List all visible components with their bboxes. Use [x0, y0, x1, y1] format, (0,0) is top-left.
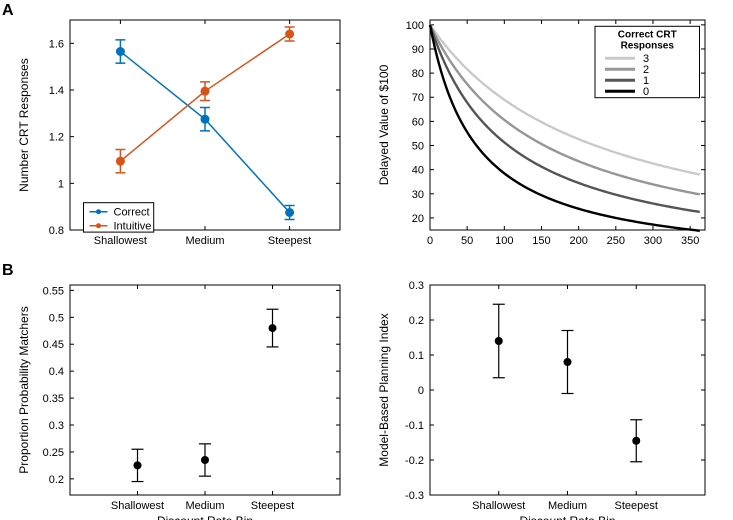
- svg-text:50: 50: [461, 235, 473, 247]
- svg-text:Steepest: Steepest: [268, 235, 311, 247]
- svg-text:Model-Based Planning Index: Model-Based Planning Index: [377, 313, 391, 466]
- svg-text:0.25: 0.25: [43, 447, 64, 459]
- svg-text:1.4: 1.4: [49, 85, 64, 97]
- svg-text:0.1: 0.1: [409, 350, 424, 362]
- svg-text:Discount Rate Bin: Discount Rate Bin: [157, 514, 253, 520]
- svg-text:Responses: Responses: [621, 40, 675, 51]
- svg-text:80: 80: [412, 68, 424, 80]
- svg-text:0: 0: [643, 86, 649, 98]
- panel-label-A: A: [2, 2, 14, 20]
- legend-item-intuitive: Intuitive: [114, 221, 152, 233]
- svg-text:Shallowest: Shallowest: [94, 235, 147, 247]
- svg-text:0.8: 0.8: [49, 225, 64, 237]
- svg-text:Number CRT Responses: Number CRT Responses: [17, 58, 31, 192]
- svg-text:90: 90: [412, 44, 424, 56]
- svg-text:150: 150: [532, 235, 550, 247]
- svg-text:-0.2: -0.2: [405, 455, 424, 467]
- svg-text:30: 30: [412, 189, 424, 201]
- svg-text:Correct CRT: Correct CRT: [618, 29, 677, 40]
- svg-text:50: 50: [412, 141, 424, 153]
- svg-text:Shallowest: Shallowest: [472, 500, 525, 512]
- svg-text:0.4: 0.4: [49, 366, 64, 378]
- svg-text:0.55: 0.55: [43, 285, 64, 297]
- svg-text:60: 60: [412, 116, 424, 128]
- svg-text:0.3: 0.3: [409, 280, 424, 292]
- svg-text:300: 300: [644, 235, 662, 247]
- svg-text:0: 0: [427, 235, 433, 247]
- svg-text:0: 0: [418, 385, 424, 397]
- svg-text:Medium: Medium: [548, 500, 587, 512]
- svg-text:350: 350: [681, 235, 699, 247]
- svg-text:0.2: 0.2: [49, 474, 64, 486]
- legend-item-correct: Correct: [114, 207, 150, 219]
- svg-text:Delayed Value of $100: Delayed Value of $100: [377, 64, 391, 185]
- svg-text:0.45: 0.45: [43, 339, 64, 351]
- svg-text:-0.1: -0.1: [405, 420, 424, 432]
- svg-text:Shallowest: Shallowest: [111, 500, 164, 512]
- svg-text:-0.3: -0.3: [405, 490, 424, 502]
- svg-text:100: 100: [406, 20, 424, 32]
- svg-text:Proportion Probability Matcher: Proportion Probability Matchers: [17, 306, 31, 473]
- figure-svg: 0.8 1 1.2 1.4 1.6 Shallowest Medium Steepest Num…: [0, 0, 733, 520]
- svg-text:Discount Rate Bin: Discount Rate Bin: [519, 514, 615, 520]
- svg-text:100: 100: [495, 235, 513, 247]
- svg-text:Steepest: Steepest: [615, 500, 658, 512]
- svg-text:Steepest: Steepest: [251, 500, 294, 512]
- svg-text:Medium: Medium: [185, 235, 224, 247]
- panel-label-B: B: [2, 262, 14, 280]
- svg-text:1: 1: [58, 178, 64, 190]
- svg-text:0.35: 0.35: [43, 393, 64, 405]
- svg-text:0.3: 0.3: [49, 420, 64, 432]
- svg-text:0.2: 0.2: [409, 315, 424, 327]
- svg-text:250: 250: [607, 235, 625, 247]
- svg-text:1.6: 1.6: [49, 38, 64, 50]
- svg-text:20: 20: [412, 213, 424, 225]
- svg-text:1.2: 1.2: [49, 132, 64, 144]
- svg-text:Medium: Medium: [185, 500, 224, 512]
- svg-text:70: 70: [412, 92, 424, 104]
- svg-text:40: 40: [412, 165, 424, 177]
- svg-text:0.5: 0.5: [49, 312, 64, 324]
- svg-text:200: 200: [569, 235, 587, 247]
